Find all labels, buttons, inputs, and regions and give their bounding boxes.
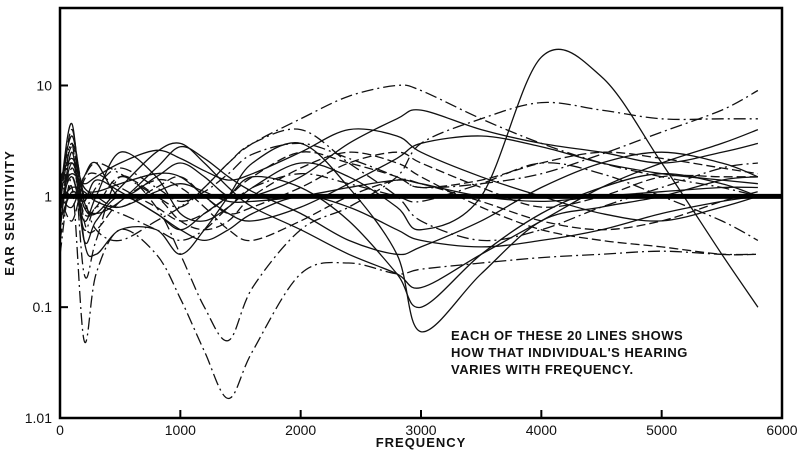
series-line-3 (59, 123, 758, 333)
series-line-17 (59, 128, 759, 242)
x-tick-label-3000: 3000 (405, 422, 436, 438)
series-line-4 (59, 109, 759, 209)
series-line-18 (59, 128, 759, 222)
x-tick-label-0: 0 (56, 422, 64, 438)
series-line-16 (59, 135, 758, 222)
series-line-20 (59, 179, 758, 248)
series-line-10 (59, 151, 758, 256)
y-tick-label-1: 0.1 (33, 299, 53, 315)
y-tick-label-3: 10 (36, 77, 52, 93)
x-tick-label-4000: 4000 (526, 422, 557, 438)
x-tick-label-5000: 5000 (646, 422, 677, 438)
series-line-8 (59, 128, 759, 289)
y-axis-title: EAR SENSITIVITY (2, 150, 17, 276)
y-tick-label-2: 1 (44, 188, 52, 204)
annotation: EACH OF THESE 20 LINES SHOWS HOW THAT IN… (451, 328, 688, 377)
x-tick-label-1000: 1000 (165, 422, 196, 438)
series-line-13 (59, 151, 759, 222)
annotation-line-3: VARIES WITH FREQUENCY. (451, 362, 634, 377)
annotation-line-2: HOW THAT INDIVIDUAL'S HEARING (451, 345, 688, 360)
series-line-14 (59, 135, 759, 256)
y-axis: 1.01 0.1 1 10 (25, 77, 68, 426)
series-line-15 (59, 162, 759, 242)
series-line-12 (59, 151, 759, 308)
annotation-line-1: EACH OF THESE 20 LINES SHOWS (451, 328, 683, 343)
x-tick-label-2000: 2000 (285, 422, 316, 438)
series-line-7 (59, 128, 758, 242)
series-layer (59, 48, 759, 400)
x-axis-title: FREQUENCY (376, 435, 467, 450)
x-axis: 0 1000 2000 3000 4000 5000 6000 (56, 410, 798, 438)
x-tick-label-6000: 6000 (766, 422, 797, 438)
series-line-1 (59, 184, 758, 400)
series-line-2 (59, 101, 758, 342)
series-line-19 (59, 89, 759, 210)
y-tick-label-0: 1.01 (25, 410, 52, 426)
